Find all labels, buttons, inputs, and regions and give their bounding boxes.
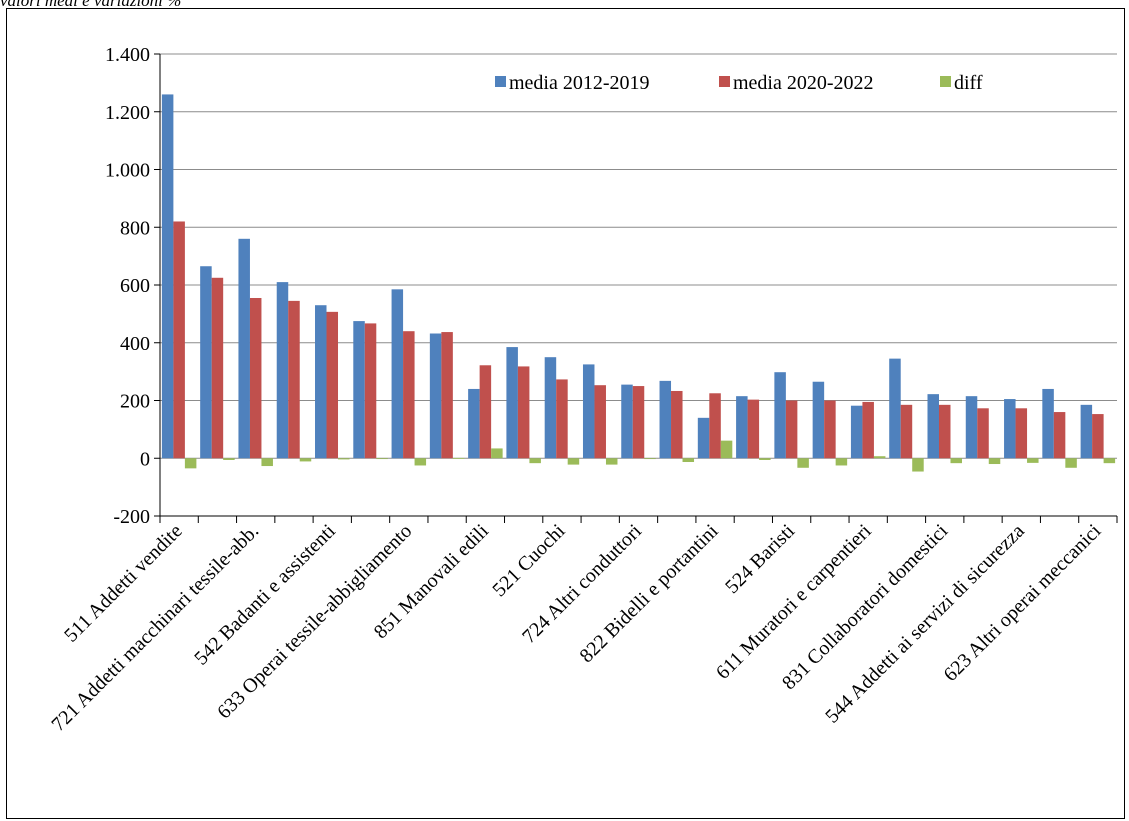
legend-label: media 2020-2022 [733, 72, 874, 94]
bar [774, 372, 786, 459]
bar [200, 266, 212, 459]
bar [797, 458, 809, 468]
y-tick-label: 1.000 [105, 160, 150, 182]
bar [261, 458, 273, 467]
bar [1053, 412, 1066, 459]
bar [720, 440, 733, 459]
bar [632, 386, 645, 459]
bar [441, 332, 453, 459]
bar [594, 385, 606, 459]
legend-swatch [495, 76, 506, 87]
bar [912, 458, 924, 472]
y-tick-label: -200 [113, 506, 150, 528]
bar [1042, 388, 1054, 459]
bar [299, 458, 312, 462]
bar [223, 458, 235, 460]
bar [659, 380, 672, 459]
bar [1103, 458, 1116, 464]
bar [338, 458, 350, 460]
bar [1027, 458, 1039, 463]
bar [1080, 404, 1093, 459]
y-tick-label: 0 [140, 448, 150, 470]
bar [1065, 458, 1077, 468]
bar [938, 404, 951, 459]
bar [965, 396, 978, 459]
bar [736, 396, 748, 459]
bar [873, 456, 886, 459]
y-tick-label: 1.200 [105, 102, 150, 124]
bar [468, 388, 480, 459]
y-tick-label: 1.400 [105, 44, 150, 66]
bar [1092, 414, 1104, 459]
bar [709, 393, 721, 459]
bar [950, 458, 962, 464]
legend-label: diff [954, 72, 983, 94]
bar [567, 458, 580, 465]
bar [452, 457, 465, 459]
bar [682, 458, 695, 463]
bar [605, 458, 618, 465]
bar [429, 333, 442, 459]
bar [759, 458, 771, 460]
x-tick-label: 611 Muratori e carpentieri [712, 520, 876, 684]
legend-swatch [940, 76, 951, 87]
bar [747, 399, 760, 459]
bar [582, 364, 595, 459]
bar [376, 458, 388, 460]
bar [173, 221, 185, 459]
y-tick-label: 400 [120, 333, 150, 355]
bar [621, 384, 633, 459]
bar [391, 289, 404, 459]
bar [544, 357, 557, 459]
legend-swatch [719, 76, 730, 87]
bar [927, 394, 939, 459]
bar [161, 94, 174, 459]
bar [812, 381, 825, 459]
bar [850, 405, 863, 459]
bar [824, 400, 836, 459]
bar [184, 458, 197, 469]
y-tick-label: 600 [120, 275, 150, 297]
x-tick-label: 542 Badanti e assistenti [190, 520, 340, 670]
bar [414, 458, 427, 466]
bar [1015, 408, 1028, 459]
bar [835, 458, 848, 466]
bar [1004, 399, 1016, 459]
x-tick-label: 524 Baristi [721, 520, 799, 598]
bar [644, 458, 656, 460]
bar [479, 365, 492, 459]
bar [977, 408, 989, 459]
bar [517, 366, 530, 459]
bar [697, 417, 710, 459]
bar [288, 300, 300, 459]
x-tick-label: 521 Cuochi [488, 520, 569, 601]
bar [491, 448, 503, 459]
bar [671, 390, 683, 459]
bar [988, 458, 1001, 465]
bar [529, 458, 541, 464]
bar [315, 305, 327, 459]
x-tick-label: 623 Altri operai meccanici [939, 520, 1105, 686]
bar [506, 347, 518, 459]
bar [326, 311, 339, 459]
bar [403, 331, 415, 459]
y-tick-label: 800 [120, 217, 150, 239]
bar [249, 297, 262, 459]
bar [238, 238, 250, 459]
bar [556, 379, 568, 459]
y-tick-label: 200 [120, 391, 150, 413]
bar [785, 400, 798, 459]
bar [900, 404, 913, 459]
bar [276, 282, 289, 459]
page-caption: valori medi e variazioni % [0, 0, 182, 10]
bar [211, 277, 224, 459]
bar [862, 401, 874, 459]
bar [353, 321, 365, 459]
x-tick-label: 822 Bidelli e portantini [575, 520, 722, 667]
bar [889, 358, 901, 459]
bar [364, 323, 377, 459]
legend-label: media 2012-2019 [509, 72, 650, 94]
